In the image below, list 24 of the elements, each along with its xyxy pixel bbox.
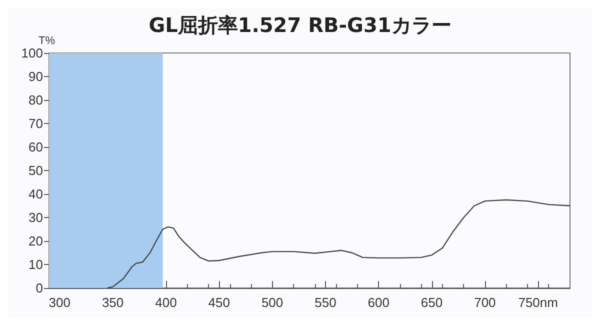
x-tick-label: 500	[261, 295, 284, 310]
x-tick-label: 300	[48, 295, 70, 310]
y-tick-label: 30	[28, 210, 43, 225]
y-tick-label: 90	[28, 69, 43, 84]
y-tick-label: 20	[28, 234, 43, 248]
chart-title: GL屈折率1.527 RB-G31カラー	[148, 13, 452, 37]
x-tick-label: 650	[420, 295, 443, 310]
x-tick-label: 450	[208, 295, 230, 310]
y-tick-label: 10	[28, 257, 43, 272]
x-tick-label: 600	[368, 295, 390, 310]
y-tick-label: 60	[28, 140, 43, 154]
y-tick-label: 80	[28, 92, 43, 108]
x-tick-label: 350	[102, 295, 124, 310]
x-tick-label: 400	[155, 295, 177, 310]
x-tick-label: 750nm	[518, 295, 558, 310]
y-axis-title: T%	[38, 35, 56, 48]
line-series	[106, 199, 571, 289]
y-tick-label: 40	[28, 186, 43, 202]
y-tick-label: 100	[21, 46, 43, 60]
y-tick-label: 0	[36, 280, 43, 296]
x-tick-label: 550	[314, 295, 336, 310]
x-tick-label: 700	[474, 295, 496, 310]
y-tick-label: 70	[28, 116, 43, 131]
y-tick-label: 50	[28, 163, 43, 178]
